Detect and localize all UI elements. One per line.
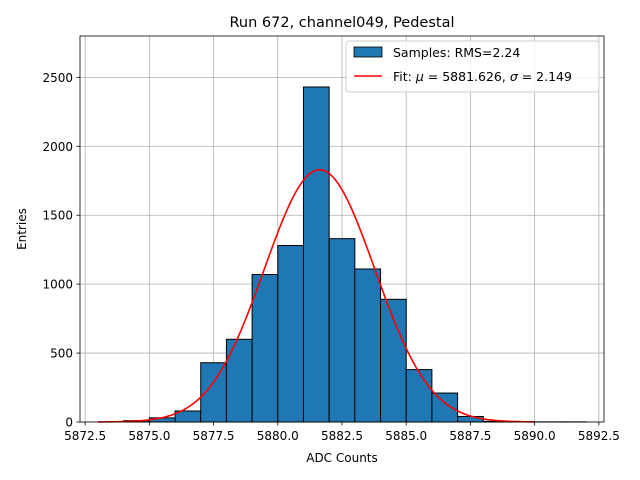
x-tick-label: 5875.0 xyxy=(128,429,170,443)
histogram-bar xyxy=(328,238,356,423)
legend-fit-mu-symbol: μ xyxy=(415,69,424,84)
x-axis-ticks: 5872.5 5875.0 5877.5 5880.0 5882.5 5885.0 5887… xyxy=(64,422,620,443)
x-tick-label: 5880.0 xyxy=(257,429,299,443)
histogram-bar xyxy=(457,415,484,423)
legend-fit-prefix: Fit: xyxy=(393,69,416,84)
histogram-bar xyxy=(277,245,304,423)
x-tick-label: 5877.5 xyxy=(193,429,235,443)
y-axis-label: Entries xyxy=(15,208,29,250)
legend-histogram-label: Samples: RMS=2.24 xyxy=(393,45,520,60)
histogram-bar xyxy=(251,273,279,423)
legend-histogram-swatch xyxy=(353,46,383,58)
histogram-bar xyxy=(405,369,433,423)
legend-fit-mu-value: = 5881.626, xyxy=(424,69,510,84)
histogram-bar xyxy=(225,338,253,423)
legend: Samples: RMS=2.24 Fit: μ = 5881.626, σ =… xyxy=(345,40,600,93)
x-axis-label: ADC Counts xyxy=(306,451,378,465)
y-tick-label: 2500 xyxy=(42,71,73,85)
y-tick-label: 1000 xyxy=(42,278,73,292)
y-tick-label: 500 xyxy=(50,347,73,361)
y-tick-label: 1500 xyxy=(42,209,73,223)
histogram-bar xyxy=(431,392,459,423)
histogram-bar xyxy=(302,86,330,423)
histogram-bar xyxy=(354,268,382,423)
legend-box xyxy=(345,40,600,93)
histogram-bars xyxy=(123,86,587,423)
x-tick-label: 5890.0 xyxy=(514,429,556,443)
x-tick-label: 5892.5 xyxy=(578,429,620,443)
x-tick-label: 5882.5 xyxy=(321,429,363,443)
chart-title: Run 672, channel049, Pedestal xyxy=(229,15,454,31)
legend-fit-sigma-symbol: σ xyxy=(510,69,519,84)
y-tick-label: 0 xyxy=(65,416,73,430)
x-tick-label: 5887.5 xyxy=(449,429,491,443)
fit-curve xyxy=(97,168,535,423)
legend-fit-label: Fit: μ = 5881.626, σ = 2.149 xyxy=(393,69,572,84)
x-tick-label: 5885.0 xyxy=(385,429,427,443)
legend-fit-sigma-value: = 2.149 xyxy=(518,69,572,84)
y-axis-ticks: 0 500 1000 1500 2000 2500 xyxy=(42,71,80,430)
y-tick-label: 2000 xyxy=(42,140,73,154)
x-tick-label: 5872.5 xyxy=(64,429,106,443)
